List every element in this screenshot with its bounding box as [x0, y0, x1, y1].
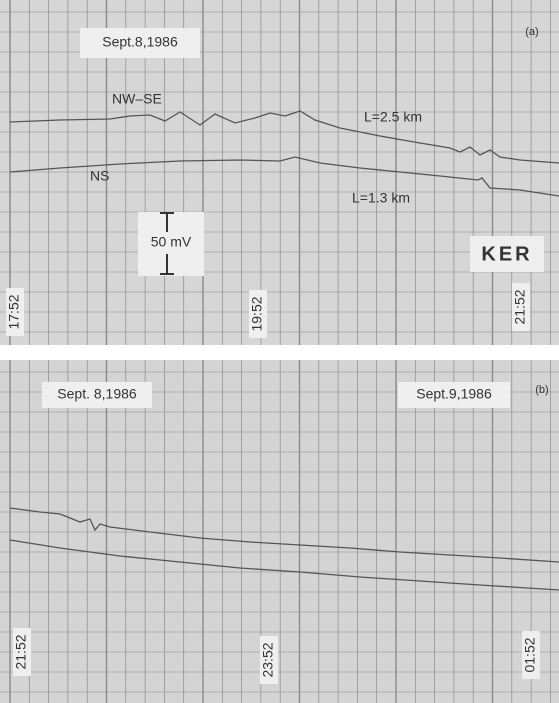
time-label: 21:52	[13, 634, 29, 669]
date-label: Sept. 8,1986	[57, 386, 137, 402]
length-label: L=2.5 km	[364, 109, 422, 125]
time-label: 21:52	[512, 289, 528, 324]
time-label: 17:52	[6, 294, 22, 329]
trace-label: NW–SE	[112, 91, 162, 107]
trace-label: NS	[90, 168, 109, 184]
time-label: 01:52	[522, 637, 538, 672]
time-label: 23:52	[260, 642, 276, 677]
scale-label: 50 mV	[151, 234, 192, 250]
panel-tag: (b)	[535, 384, 548, 396]
length-label: L=1.3 km	[352, 190, 410, 206]
station-label: KER	[481, 243, 532, 265]
panel-b-background	[0, 360, 559, 703]
date-label: Sept.8,1986	[102, 34, 178, 50]
date-label: Sept.9,1986	[416, 386, 492, 402]
figure: Sept.8,1986 (a) NW–SE NS L=2.5 km L=1.3 …	[0, 0, 559, 703]
panel-tag: (a)	[525, 26, 538, 38]
time-label: 19:52	[249, 296, 265, 331]
